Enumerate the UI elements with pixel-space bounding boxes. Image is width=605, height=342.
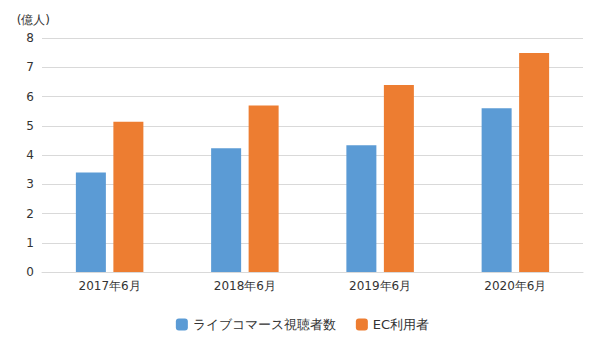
svg-text:(億人): (億人): [17, 13, 50, 27]
svg-text:2: 2: [26, 207, 34, 221]
svg-text:8: 8: [26, 31, 34, 45]
svg-text:3: 3: [26, 177, 34, 191]
svg-text:4: 4: [26, 148, 34, 162]
svg-text:5: 5: [26, 119, 34, 133]
svg-text:0: 0: [26, 265, 34, 279]
svg-text:EC利用者: EC利用者: [373, 317, 429, 332]
svg-text:2019年6月: 2019年6月: [349, 279, 411, 293]
svg-text:2018年6月: 2018年6月: [214, 279, 276, 293]
svg-text:2020年6月: 2020年6月: [484, 279, 546, 293]
svg-text:1: 1: [26, 236, 34, 250]
svg-text:6: 6: [26, 90, 34, 104]
svg-text:2017年6月: 2017年6月: [79, 279, 141, 293]
svg-text:ライブコマース視聴者数: ライブコマース視聴者数: [193, 317, 336, 332]
svg-text:7: 7: [26, 60, 34, 74]
